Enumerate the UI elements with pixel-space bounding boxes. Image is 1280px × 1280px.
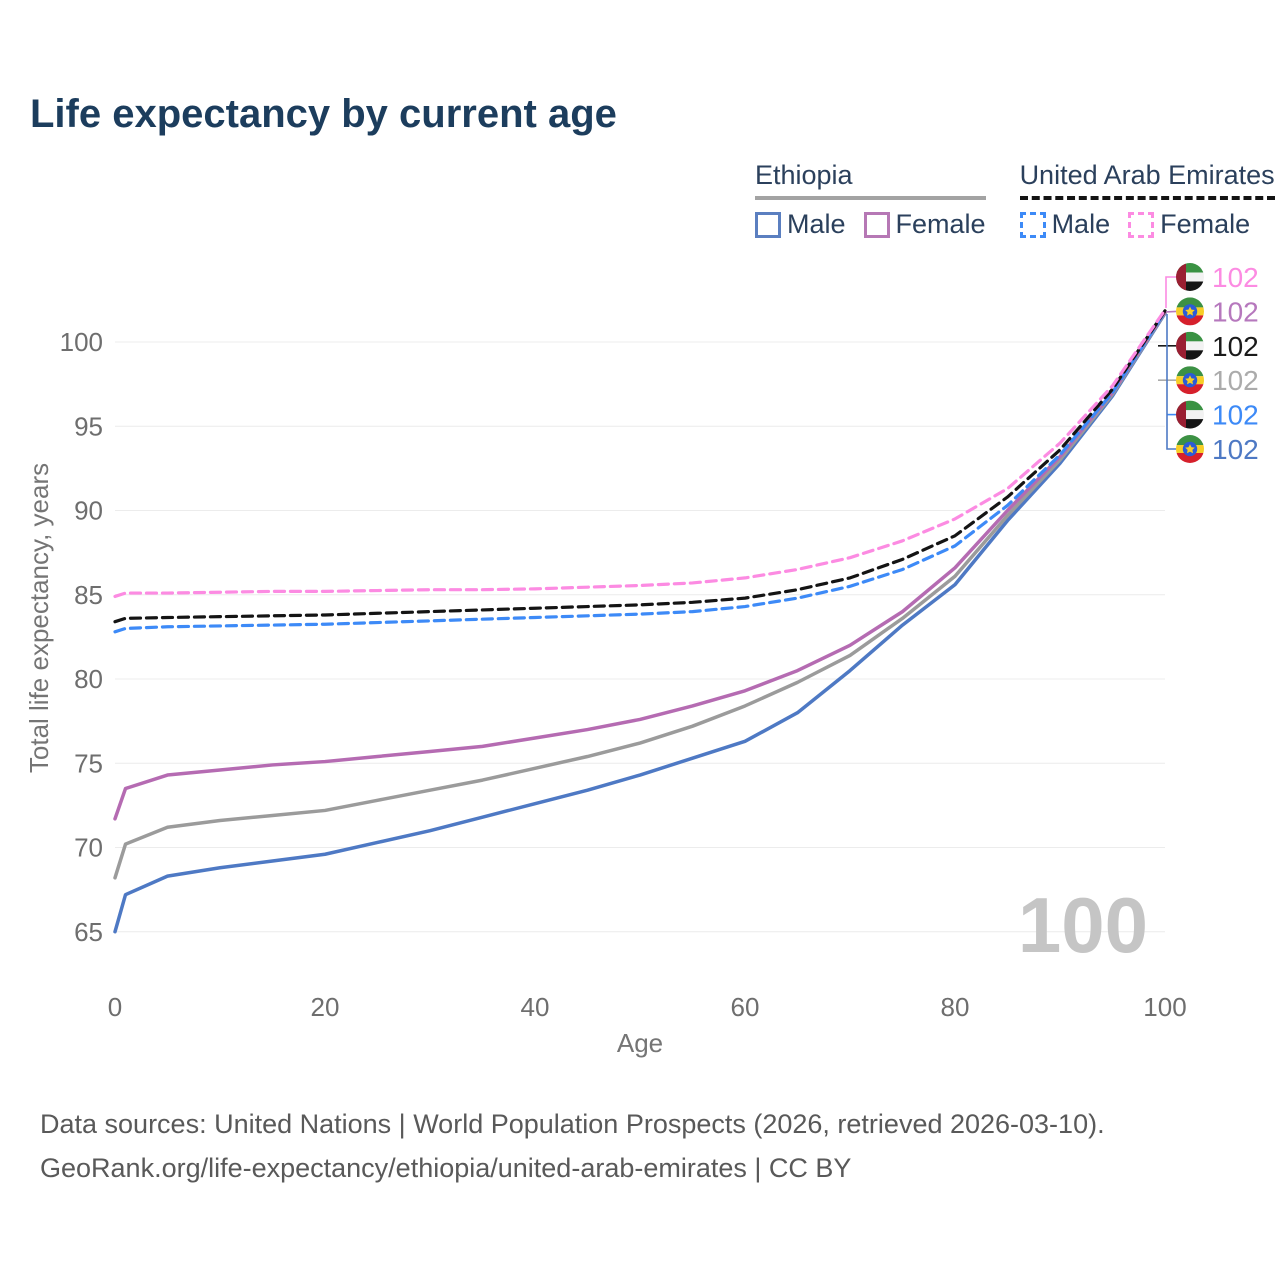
legend-title-uae: United Arab Emirates xyxy=(1019,160,1275,200)
series-ethiopia-all xyxy=(113,310,1167,880)
legend-label: Male xyxy=(787,209,846,239)
footer-attribution-line: GeoRank.org/life-expectancy/ethiopia/uni… xyxy=(40,1153,852,1183)
leader-line xyxy=(1165,310,1177,313)
legend: Ethiopia Male Female United Arab Emirate… xyxy=(755,160,1275,240)
uae-flag-icon xyxy=(1176,332,1204,360)
uae-female-swatch-icon xyxy=(1128,211,1155,238)
x-tick-label: 60 xyxy=(731,992,760,1022)
legend-item-uae-male: Male xyxy=(1019,209,1111,240)
legend-item-ethiopia-male: Male xyxy=(755,209,846,240)
end-value-label: 102 xyxy=(1212,331,1259,362)
end-value-label: 102 xyxy=(1212,262,1259,293)
uae-flag-icon xyxy=(1176,263,1204,291)
x-tick-label: 20 xyxy=(311,992,340,1022)
x-tick-label: 100 xyxy=(1143,992,1186,1022)
series-uae-male xyxy=(113,310,1167,634)
series-ethiopia-male xyxy=(113,311,1167,934)
end-value-label: 102 xyxy=(1212,400,1259,431)
y-axis-title: Total life expectancy, years xyxy=(24,463,54,773)
y-tick-label: 85 xyxy=(74,580,103,610)
y-tick-label: 70 xyxy=(74,833,103,863)
y-tick-label: 80 xyxy=(74,664,103,694)
y-tick-label: 90 xyxy=(74,496,103,526)
uae-flag-icon xyxy=(1176,401,1204,429)
page-title: Life expectancy by current age xyxy=(30,92,617,136)
legend-label: Male xyxy=(1051,209,1111,239)
legend-item-uae-female: Female xyxy=(1128,209,1250,240)
series-uae-female xyxy=(113,308,1167,599)
y-tick-label: 65 xyxy=(74,917,103,947)
x-axis-title: Age xyxy=(617,1028,663,1058)
uae-male-swatch-icon xyxy=(1019,211,1046,238)
footer: Data sources: United Nations | World Pop… xyxy=(40,1102,1105,1190)
legend-label: Female xyxy=(1160,209,1251,239)
legend-title-ethiopia: Ethiopia xyxy=(755,160,986,200)
line-chart: 65 70 75 80 85 90 95 100 0 20 40 60 80 100 Age Total li… xyxy=(24,262,1259,1058)
y-tick-label: 100 xyxy=(60,327,103,357)
ethiopia-flag-icon xyxy=(1176,435,1204,463)
y-tick-label: 75 xyxy=(74,748,103,778)
leader-line xyxy=(1166,314,1176,450)
end-value-label: 102 xyxy=(1212,434,1259,465)
legend-group-uae: United Arab Emirates Male Female xyxy=(1019,160,1275,240)
ethiopia-male-swatch-icon xyxy=(755,211,781,238)
end-value-label: 102 xyxy=(1212,365,1259,396)
x-tick-label: 80 xyxy=(941,992,970,1022)
legend-item-ethiopia-female: Female xyxy=(863,209,986,240)
x-tick-label: 40 xyxy=(521,992,550,1022)
legend-group-ethiopia: Ethiopia Male Female xyxy=(755,160,986,240)
y-tick-label: 95 xyxy=(74,411,103,441)
x-tick-label: 0 xyxy=(108,992,122,1022)
leader-line xyxy=(1165,276,1176,308)
ethiopia-flag-icon xyxy=(1176,366,1204,394)
footer-sources-line: Data sources: United Nations | World Pop… xyxy=(40,1109,1105,1139)
series-ethiopia-female xyxy=(113,309,1167,821)
legend-label: Female xyxy=(895,209,986,239)
ethiopia-flag-icon xyxy=(1176,297,1204,325)
end-value-label: 102 xyxy=(1212,296,1259,327)
watermark: 100 xyxy=(1018,881,1148,969)
series-uae-all xyxy=(113,309,1167,624)
ethiopia-female-swatch-icon xyxy=(863,211,890,238)
